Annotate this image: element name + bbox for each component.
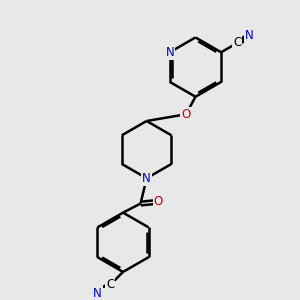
Text: C: C <box>106 278 114 291</box>
Text: N: N <box>142 172 151 185</box>
Text: N: N <box>93 287 102 300</box>
Text: O: O <box>182 108 191 121</box>
Text: O: O <box>154 195 163 208</box>
Text: N: N <box>165 46 174 59</box>
Text: N: N <box>245 29 254 42</box>
Text: C: C <box>233 37 241 50</box>
